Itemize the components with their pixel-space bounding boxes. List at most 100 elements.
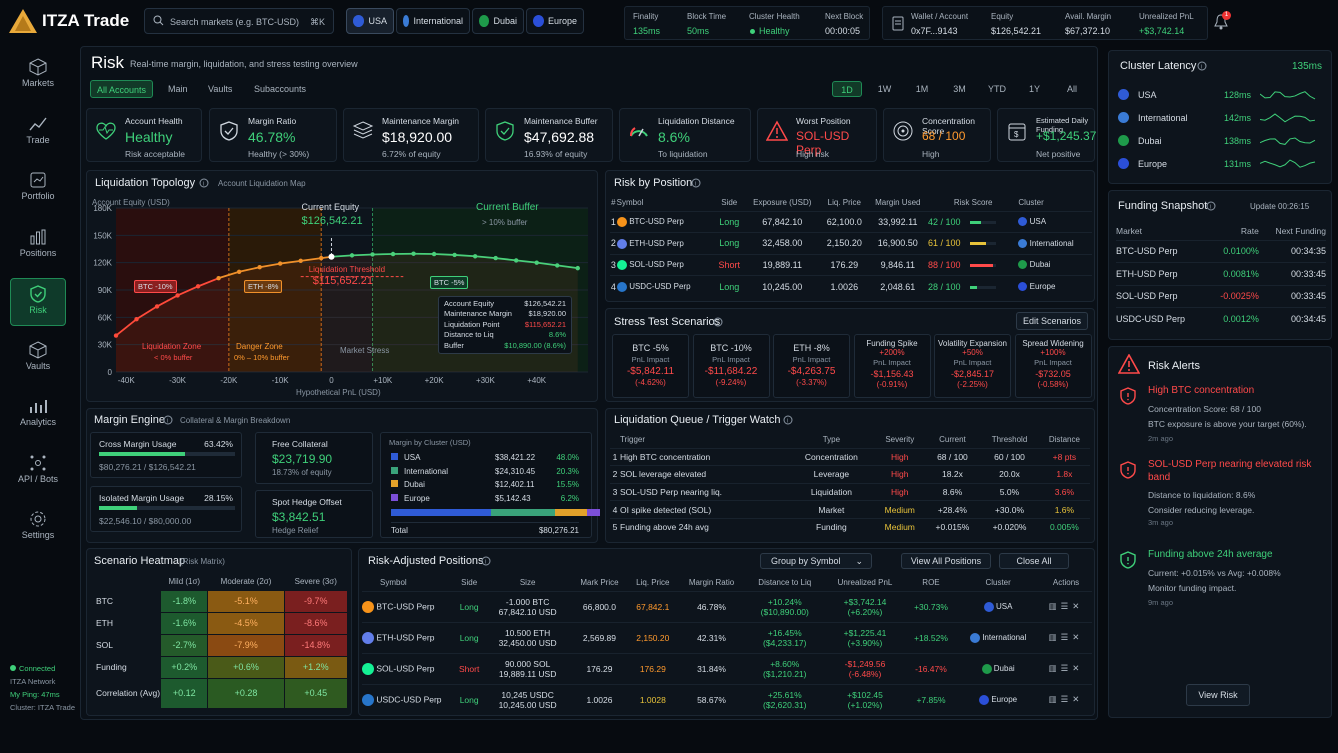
- topology-subtitle: Account Liquidation Map: [218, 179, 306, 188]
- close-icon[interactable]: ✕: [1072, 694, 1084, 705]
- tab-vaults[interactable]: Vaults: [208, 84, 233, 94]
- search-box[interactable]: Search markets (e.g. BTC-USD) ⌘K: [144, 8, 334, 34]
- sidebar-item-label: Trade: [26, 134, 50, 145]
- chart-icon[interactable]: ▥: [1048, 694, 1061, 705]
- sidebar-item-vaults[interactable]: Vaults: [10, 335, 66, 383]
- column-header: Symbol: [616, 198, 644, 208]
- region-europe[interactable]: Europe: [526, 8, 584, 34]
- stress-scenario[interactable]: Spread Widening +100% PnL Impact -$732.0…: [1014, 334, 1092, 398]
- edit-scenarios-button[interactable]: Edit Scenarios: [1016, 312, 1088, 330]
- y-tick-label: 180K: [93, 204, 112, 213]
- risk-alerts-card: [1108, 346, 1332, 718]
- sliders-icon[interactable]: ☰: [1060, 632, 1073, 642]
- column-header: ROE: [922, 578, 940, 588]
- cluster-row: International $24,310.45 20.3%: [391, 466, 579, 476]
- table-row[interactable]: 2 SOL leverage elevated Leverage High 18.2x 2…: [610, 465, 1090, 484]
- table-row[interactable]: ETH-USD Perp 0.0081% 00:33:45: [1116, 262, 1326, 286]
- sidebar-item-trade[interactable]: Trade: [10, 109, 66, 157]
- danger-zone-sub: 0% – 10% buffer: [234, 353, 290, 362]
- table-row[interactable]: BTC-USD Perp 0.0100% 00:34:35: [1116, 240, 1326, 263]
- search-input[interactable]: Search markets (e.g. BTC-USD): [170, 17, 300, 27]
- stress-scenario[interactable]: ETH -8% PnL Impact -$4,263.75 (-3.37%): [773, 334, 850, 398]
- sliders-icon[interactable]: ☰: [1060, 601, 1073, 611]
- table-row[interactable]: 4 OI spike detected (SOL) Market Medium +28.…: [610, 500, 1090, 519]
- table-row[interactable]: 3 SOL-USD Perp nearing liq. Liquidation Hig…: [610, 483, 1090, 501]
- range-1d[interactable]: 1D: [832, 81, 862, 97]
- positions-title: Risk-Adjusted Positions: [368, 555, 484, 567]
- stress-scenario[interactable]: BTC -5% PnL Impact -$5,842.11 (-4.62%): [612, 334, 689, 398]
- range-all[interactable]: All: [1066, 84, 1077, 94]
- table-row[interactable]: USDC-USD Perp 0.0012% 00:34:45: [1116, 307, 1326, 331]
- tab-main[interactable]: Main: [168, 84, 188, 94]
- sidebar-item-markets[interactable]: Markets: [10, 52, 66, 100]
- shield-check-icon: [220, 121, 238, 141]
- metric-value: 8.6%: [658, 129, 690, 145]
- table-row[interactable]: 1 BTC-USD Perp Long 67,842.10 62,100.0 33,9…: [610, 211, 1092, 233]
- range-1m[interactable]: 1M: [915, 84, 929, 94]
- close-icon[interactable]: ✕: [1072, 632, 1084, 642]
- range-1y[interactable]: 1Y: [1028, 84, 1040, 94]
- region-dubai[interactable]: Dubai: [472, 8, 524, 34]
- latency-row: USA 128ms: [1118, 86, 1324, 104]
- table-row[interactable]: 1 High BTC concentration Concentration High…: [610, 448, 1090, 466]
- info-icon: i: [1206, 201, 1216, 213]
- range-ytd[interactable]: YTD: [988, 84, 1006, 94]
- sidebar-item-settings[interactable]: Settings: [10, 504, 66, 552]
- close-icon[interactable]: ✕: [1072, 663, 1084, 673]
- table-row[interactable]: 4 USDC-USD Perp Long 10,245.00 1.0026 2,048…: [610, 275, 1092, 298]
- liquidation-queue-card: [605, 408, 1095, 543]
- series-line-segment: [238, 266, 260, 273]
- table-row[interactable]: ETH-USD Perp Long 10.500 ETH 32,450.00 US…: [362, 621, 1092, 653]
- data-point: [349, 253, 355, 258]
- series-line-segment: [536, 261, 558, 267]
- table-row[interactable]: 2 ETH-USD Perp Long 32,458.00 2,150.20 16,9…: [610, 232, 1092, 255]
- table-row[interactable]: 3 SOL-USD Perp Short 19,889.11 176.29 9,846…: [610, 254, 1092, 276]
- heatmap-cell: -9.7%: [283, 589, 349, 613]
- risk-by-position-title: Risk by Position: [614, 177, 693, 189]
- table-row[interactable]: 5 Funding above 24h avg Funding Medium +0.01…: [610, 518, 1090, 536]
- svg-text:i: i: [787, 419, 788, 425]
- stress-scenario[interactable]: Funding Spike +200% PnL Impact -$1,156.4…: [853, 334, 931, 398]
- x-tick-label: -10K: [272, 376, 290, 385]
- table-row[interactable]: USDC-USD Perp Long 10,245 USDC 10,245.00 …: [362, 683, 1092, 715]
- calendar-dollar-icon: $: [1008, 123, 1026, 141]
- margin-engine-subtitle: Collateral & Margin Breakdown: [180, 416, 291, 425]
- cross-margin-usage: Cross Margin Usage 63.42% $80,276.21 / $1…: [90, 432, 242, 478]
- series-line-segment: [218, 270, 240, 280]
- alerts-title: Risk Alerts: [1148, 360, 1200, 372]
- metric-label: Margin Ratio: [248, 116, 297, 126]
- sidebar-item-positions[interactable]: Positions: [10, 222, 66, 270]
- sidebar-item-analytics[interactable]: Analytics: [10, 391, 66, 439]
- sliders-icon[interactable]: ☰: [1060, 663, 1073, 673]
- table-row[interactable]: SOL-USD Perp Short 90.000 SOL 19,889.11 U…: [362, 652, 1092, 684]
- view-risk-button[interactable]: View Risk: [1186, 684, 1250, 706]
- sliders-icon[interactable]: ☰: [1060, 694, 1073, 705]
- range-1w[interactable]: 1W: [877, 84, 892, 94]
- table-row[interactable]: SOL-USD Perp -0.0025% 00:33:45: [1116, 285, 1326, 308]
- api-bots-icon: [30, 455, 46, 470]
- stress-scenario[interactable]: Volatility Expansion +50% PnL Impact -$2…: [934, 334, 1011, 398]
- series-line-segment: [331, 254, 353, 258]
- tab-subaccounts[interactable]: Subaccounts: [254, 84, 307, 94]
- sidebar-item-api-bots[interactable]: API / Bots: [10, 448, 66, 496]
- sidebar-item-risk[interactable]: Risk: [10, 278, 66, 326]
- close-all-button[interactable]: Close All: [999, 553, 1069, 569]
- group-by-select[interactable]: Group by Symbol ⌄: [760, 553, 872, 569]
- shield-check-icon: [496, 121, 514, 141]
- heatmap-cell: -5.1%: [207, 589, 285, 613]
- range-3m[interactable]: 3M: [953, 84, 966, 94]
- chart-icon[interactable]: ▥: [1048, 632, 1061, 642]
- close-icon[interactable]: ✕: [1072, 601, 1084, 611]
- region-international[interactable]: International: [396, 8, 470, 34]
- chart-icon[interactable]: ▥: [1048, 663, 1061, 673]
- view-all-positions-button[interactable]: View All Positions: [901, 553, 991, 569]
- sidebar-item-portfolio[interactable]: Portfolio: [10, 165, 66, 213]
- stress-scenario[interactable]: BTC -10% PnL Impact -$11,684.22 (-9.24%): [692, 334, 770, 398]
- region-usa[interactable]: USA: [346, 8, 394, 34]
- chart-icon[interactable]: ▥: [1048, 601, 1061, 611]
- series-line-segment: [280, 259, 301, 265]
- table-row[interactable]: BTC-USD Perp Long -1.000 BTC 67,842.10 US…: [362, 590, 1092, 622]
- metric-worst-position: Worst Position SOL-USD Perp High risk: [757, 108, 877, 162]
- tab-all-accounts[interactable]: All Accounts: [90, 80, 154, 98]
- svg-text:i: i: [717, 321, 718, 327]
